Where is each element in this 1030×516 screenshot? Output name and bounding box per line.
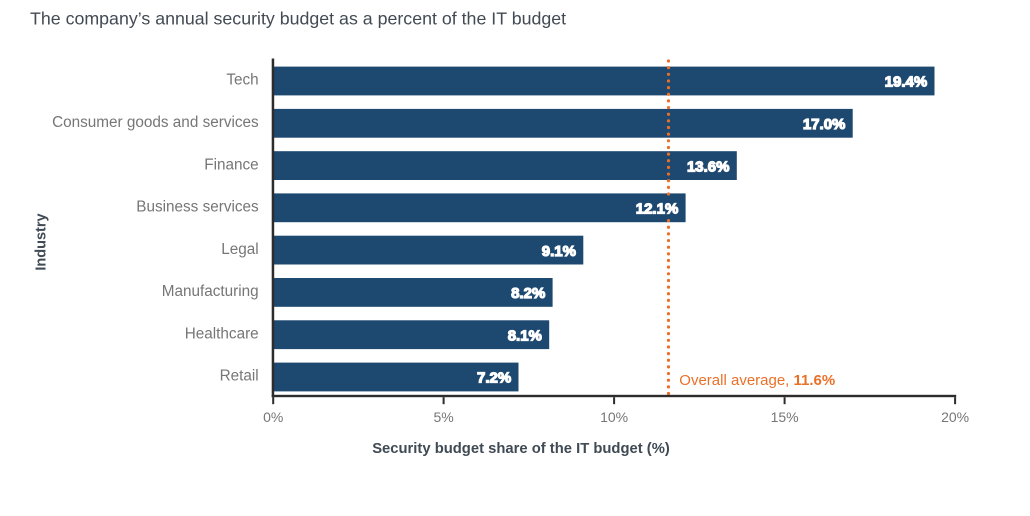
svg-text:17.0%: 17.0% <box>803 116 846 133</box>
svg-text:8.1%: 8.1% <box>508 327 542 344</box>
svg-text:Consumer goods and services: Consumer goods and services <box>52 114 259 131</box>
svg-text:5%: 5% <box>433 409 453 425</box>
svg-text:The company’s annual security: The company’s annual security budget as … <box>30 9 566 29</box>
svg-text:Industry: Industry <box>34 213 50 270</box>
svg-text:Tech: Tech <box>226 72 258 89</box>
svg-text:Legal: Legal <box>221 241 258 258</box>
svg-text:Finance: Finance <box>204 156 258 173</box>
svg-text:13.6%: 13.6% <box>687 158 730 175</box>
svg-text:7.2%: 7.2% <box>477 370 511 387</box>
svg-text:10%: 10% <box>600 409 628 425</box>
svg-text:0%: 0% <box>263 409 283 425</box>
svg-text:Overall average, 11.6%: Overall average, 11.6% <box>679 372 835 389</box>
svg-text:Healthcare: Healthcare <box>185 325 259 342</box>
svg-text:19.4%: 19.4% <box>885 74 928 91</box>
svg-text:9.1%: 9.1% <box>542 243 576 260</box>
svg-text:Manufacturing: Manufacturing <box>162 283 259 300</box>
svg-text:Retail: Retail <box>220 368 259 385</box>
svg-text:20%: 20% <box>941 409 969 425</box>
svg-text:8.2%: 8.2% <box>511 285 545 302</box>
svg-text:12.1%: 12.1% <box>636 201 679 218</box>
svg-text:Security budget share of the I: Security budget share of the IT budget (… <box>372 441 670 457</box>
svg-text:Business services: Business services <box>136 199 259 216</box>
svg-text:15%: 15% <box>771 409 799 425</box>
